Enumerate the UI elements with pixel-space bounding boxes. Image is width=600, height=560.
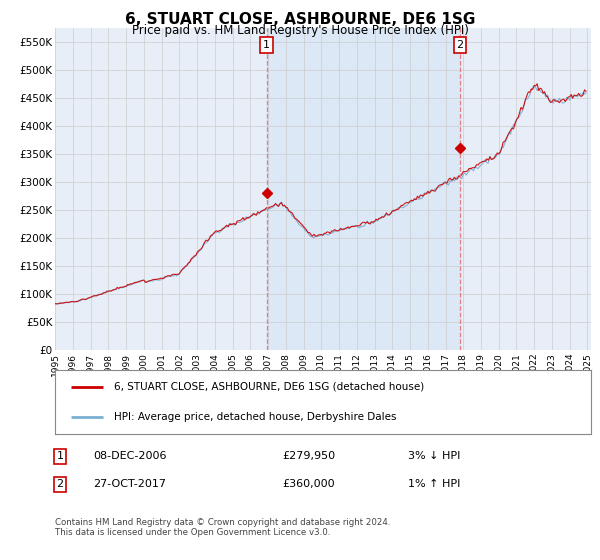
Text: HPI: Average price, detached house, Derbyshire Dales: HPI: Average price, detached house, Derb… <box>114 412 397 422</box>
Text: Contains HM Land Registry data © Crown copyright and database right 2024.
This d: Contains HM Land Registry data © Crown c… <box>55 518 391 538</box>
Text: 1: 1 <box>263 40 270 50</box>
Text: 3% ↓ HPI: 3% ↓ HPI <box>408 451 460 461</box>
Text: 2: 2 <box>457 40 464 50</box>
Text: 2: 2 <box>56 479 64 489</box>
Text: 27-OCT-2017: 27-OCT-2017 <box>93 479 166 489</box>
Text: 08-DEC-2006: 08-DEC-2006 <box>93 451 167 461</box>
Text: £279,950: £279,950 <box>282 451 335 461</box>
Text: 1% ↑ HPI: 1% ↑ HPI <box>408 479 460 489</box>
Bar <box>266 28 460 350</box>
Text: 6, STUART CLOSE, ASHBOURNE, DE6 1SG (detached house): 6, STUART CLOSE, ASHBOURNE, DE6 1SG (det… <box>114 382 424 392</box>
Text: 6, STUART CLOSE, ASHBOURNE, DE6 1SG: 6, STUART CLOSE, ASHBOURNE, DE6 1SG <box>125 12 475 27</box>
Text: £360,000: £360,000 <box>282 479 335 489</box>
Text: Price paid vs. HM Land Registry's House Price Index (HPI): Price paid vs. HM Land Registry's House … <box>131 24 469 37</box>
Text: 1: 1 <box>56 451 64 461</box>
